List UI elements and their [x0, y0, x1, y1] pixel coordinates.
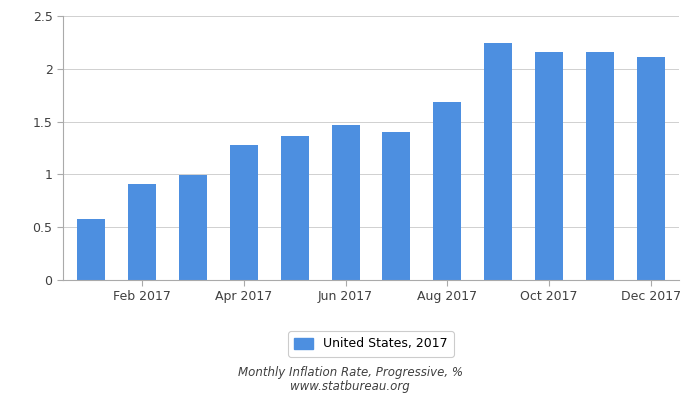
Bar	[77, 219, 105, 280]
Bar	[281, 136, 309, 280]
Bar	[178, 176, 206, 280]
Text: Monthly Inflation Rate, Progressive, %: Monthly Inflation Rate, Progressive, %	[237, 366, 463, 379]
Text: www.statbureau.org: www.statbureau.org	[290, 380, 410, 393]
Bar	[637, 57, 665, 280]
Bar	[332, 125, 360, 280]
Bar	[382, 132, 410, 280]
Bar	[230, 145, 258, 280]
Legend: United States, 2017: United States, 2017	[288, 331, 454, 357]
Bar	[128, 184, 156, 280]
Bar	[586, 52, 614, 280]
Bar	[433, 102, 461, 280]
Bar	[484, 44, 512, 280]
Bar	[536, 52, 564, 280]
